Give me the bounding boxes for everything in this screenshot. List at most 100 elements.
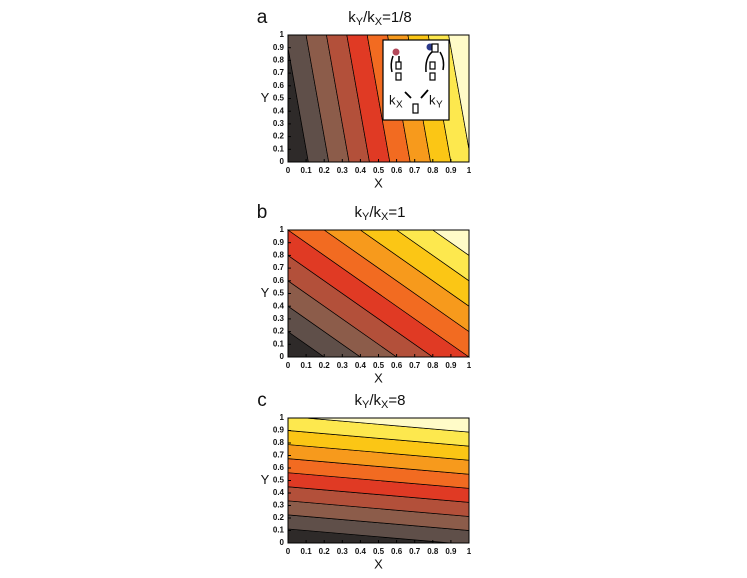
title-part: /k <box>363 9 375 26</box>
x-tick-label: 1 <box>467 547 472 556</box>
chain-left <box>390 55 400 73</box>
x-tick-label: 0.1 <box>301 547 313 556</box>
link <box>431 43 439 53</box>
title-part: Y <box>362 211 370 223</box>
x-axis-label: X <box>374 556 383 571</box>
panel-title: kY/kX=1 <box>355 204 406 223</box>
title-part: X <box>381 211 389 223</box>
x-tick-label: 0 <box>286 166 291 175</box>
x-tick-label: 0.2 <box>319 547 331 556</box>
inset-label: Y <box>436 100 443 111</box>
x-tick-label: 0.6 <box>391 547 403 556</box>
x-tick-label: 0 <box>286 547 291 556</box>
red-dot <box>392 48 400 56</box>
y-tick-label: 1 <box>280 30 285 39</box>
x-tick-label: 0.4 <box>355 166 367 175</box>
y-tick-label: 0.1 <box>273 339 285 348</box>
x-tick-label: 0.7 <box>409 166 421 175</box>
contour-plot: 0 0.1 0.2 0.3 0.4 0.5 0.6 0.7 0.8 0.9 1 0 0.1 0.2 0.3 0… <box>257 202 472 385</box>
y-tick-label: 0.6 <box>273 81 285 90</box>
y-tick-label: 0.1 <box>273 144 285 153</box>
y-tick-label: 0.6 <box>273 276 285 285</box>
y-tick-label: 1 <box>280 225 285 234</box>
y-tick-label: 0.8 <box>273 251 285 260</box>
x-tick-label: 0.5 <box>373 166 385 175</box>
y-tick-label: 0.2 <box>273 132 285 141</box>
x-tick-label: 0.8 <box>427 547 439 556</box>
title-part: /k <box>369 204 381 221</box>
panel-title: kY/kX=1/8 <box>348 9 411 28</box>
x-tick-label: 0.9 <box>445 361 457 370</box>
x-tick-label: 0.9 <box>445 166 457 175</box>
y-tick-label: 0.5 <box>273 94 285 103</box>
x-tick-label: 0.6 <box>391 361 403 370</box>
y-tick-label: 0 <box>280 157 285 166</box>
link <box>429 72 436 81</box>
x-tick-label: 0.7 <box>409 547 421 556</box>
y-tick-label: 0.5 <box>273 289 285 298</box>
title-part: X <box>381 399 389 411</box>
x-tick-label: 0.8 <box>427 361 439 370</box>
y-tick-label: 0.3 <box>273 119 285 128</box>
x-tick-label: 0.4 <box>355 547 367 556</box>
link <box>395 72 402 81</box>
x-tick-label: 0.3 <box>337 166 349 175</box>
x-tick-label: 0.2 <box>319 361 331 370</box>
y-tick-label: 0.6 <box>273 463 285 472</box>
y-tick-label: 0 <box>280 352 285 361</box>
y-axis-label: Y <box>261 90 270 105</box>
inset-label: X <box>396 100 403 111</box>
y-tick-label: 0.9 <box>273 43 285 52</box>
y-tick-label: 0.7 <box>273 263 285 272</box>
x-tick-label: 0.9 <box>445 547 457 556</box>
y-tick-label: 0.7 <box>273 68 285 77</box>
y-tick-label: 0 <box>280 538 285 547</box>
x-tick-label: 0.5 <box>373 547 385 556</box>
y-tick-label: 0.3 <box>273 314 285 323</box>
link <box>412 103 419 114</box>
inset-label: k <box>389 92 396 107</box>
x-tick-label: 1 <box>467 166 472 175</box>
y-axis-label: Y <box>261 472 270 487</box>
title-part: /k <box>369 392 381 409</box>
y-tick-label: 1 <box>280 413 285 422</box>
title-part: X <box>375 16 383 28</box>
title-part: =8 <box>388 392 405 409</box>
y-tick-label: 0.4 <box>273 488 285 497</box>
y-tick-label: 0.9 <box>273 426 285 435</box>
y-tick-label: 0.3 <box>273 501 285 510</box>
title-part: Y <box>356 16 364 28</box>
y-tick-label: 0.8 <box>273 56 285 65</box>
y-tick-label: 0.2 <box>273 327 285 336</box>
inset-label: k <box>429 92 436 107</box>
x-tick-label: 0.3 <box>337 361 349 370</box>
title-part: Y <box>362 399 370 411</box>
link <box>395 61 402 70</box>
x-tick-label: 0.5 <box>373 361 385 370</box>
x-tick-label: 0.3 <box>337 547 349 556</box>
x-tick-label: 0.1 <box>301 361 313 370</box>
x-tick-label: 1 <box>467 361 472 370</box>
x-tick-label: 0.7 <box>409 361 421 370</box>
y-tick-label: 0.2 <box>273 513 285 522</box>
y-tick-label: 0.7 <box>273 451 285 460</box>
y-tick-label: 0.1 <box>273 526 285 535</box>
panel-label: a <box>257 7 268 28</box>
x-tick-label: 0.2 <box>319 166 331 175</box>
y-tick-label: 0.4 <box>273 301 285 310</box>
x-tick-label: 0.8 <box>427 166 439 175</box>
x-tick-label: 0.6 <box>391 166 403 175</box>
panel-title: kY/kX=8 <box>355 392 406 411</box>
arrows <box>404 89 429 99</box>
title-part: k <box>348 9 356 26</box>
y-tick-label: 0.8 <box>273 438 285 447</box>
title-part: =1 <box>388 204 405 221</box>
title-part: k <box>355 204 363 221</box>
x-tick-label: 0.1 <box>301 166 313 175</box>
contour-plot: 0 0.1 0.2 0.3 0.4 0.5 0.6 0.7 0.8 0.9 1 0 0.1 0.2 0.3 0… <box>257 390 472 571</box>
y-tick-label: 0.4 <box>273 106 285 115</box>
panel-label: c <box>257 390 267 411</box>
x-axis-label: X <box>374 370 383 385</box>
